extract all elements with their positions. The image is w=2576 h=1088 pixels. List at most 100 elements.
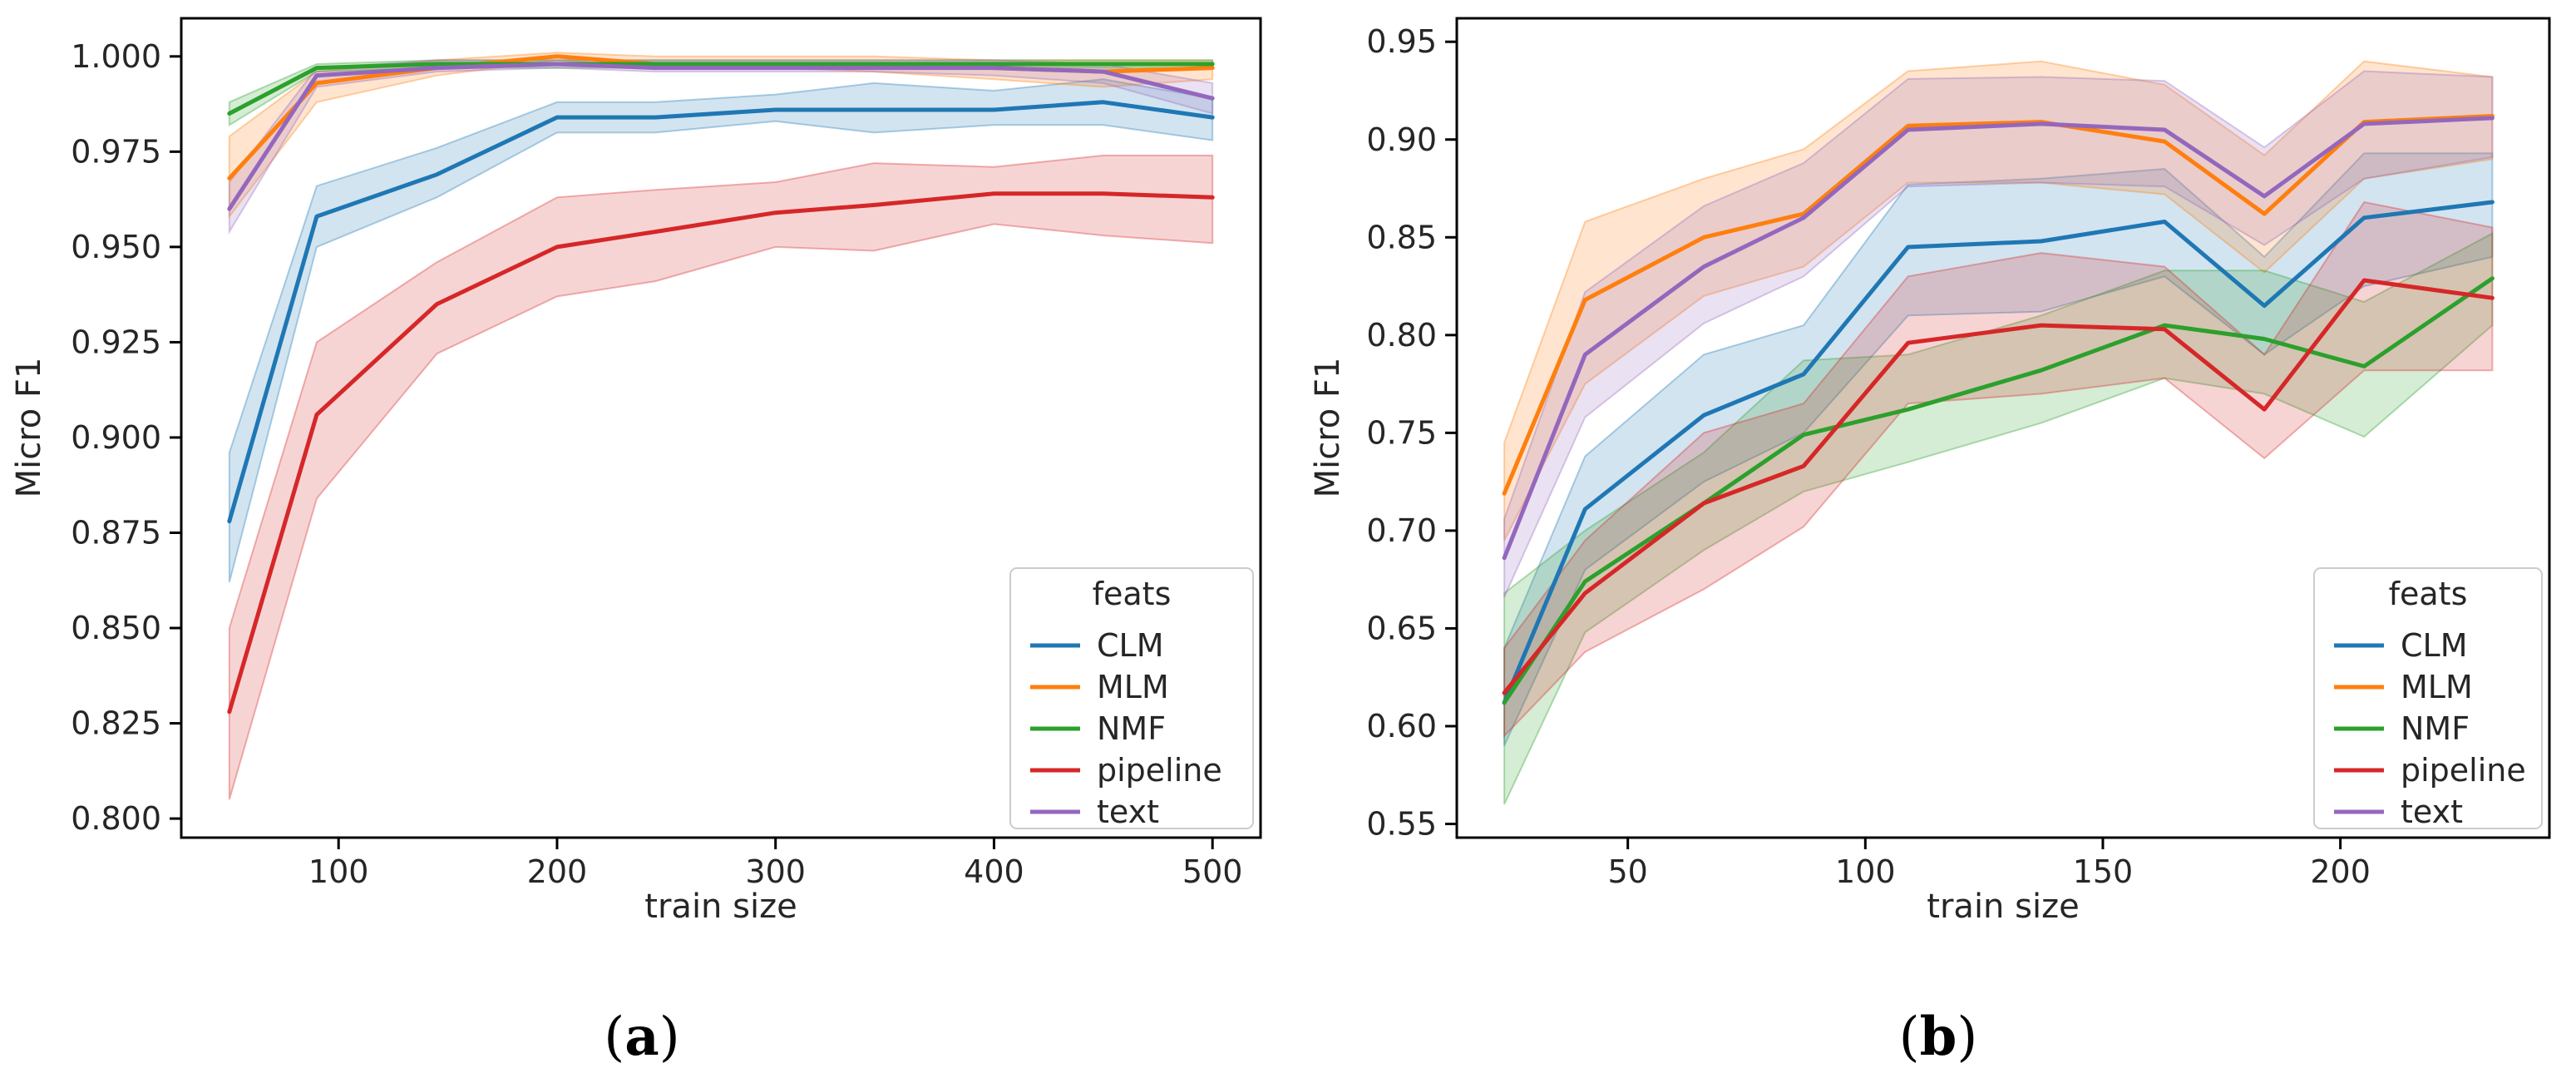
data-point-pipeline [991,191,996,196]
y-tick-label: 0.825 [71,705,161,742]
data-point-clm [991,107,996,112]
series-line-pipeline [227,191,1215,715]
x-tick-label: 50 [1607,853,1647,890]
y-tick-label: 0.65 [1366,610,1437,646]
data-point-pipeline [1582,591,1587,596]
data-point-clm [2361,215,2366,220]
data-point-text [1906,127,1911,132]
x-tick-label: 500 [1182,853,1243,890]
x-axis-ticks: 50 100 150 200 [1607,838,2371,890]
panel-caption: (a) [604,1006,679,1068]
data-point-nmf [1801,433,1806,438]
data-point-pipeline [773,210,778,215]
data-point-text [2361,121,2366,126]
y-tick-label: 0.75 [1366,414,1437,451]
caption-close-paren: ) [659,1006,680,1068]
data-point-mlm [1701,235,1706,240]
data-point-nmf [2490,276,2495,281]
y-tick-label: 0.925 [71,324,161,360]
legend-box [1009,567,1254,829]
series-lines [227,54,1215,715]
data-point-text [871,66,876,71]
y-tick-label: 0.80 [1366,317,1437,354]
series-lines [1502,114,2495,705]
series-line-text [1502,116,2495,561]
y-axis-label: Micro F1 [10,358,48,498]
data-point-nmf [314,66,319,71]
y-axis-label: Micro F1 [1309,358,1347,498]
data-point-pipeline [555,245,560,250]
legend: feats CLM MLM NMF pipeline text [1009,567,1254,830]
data-point-pipeline [653,230,658,235]
data-point-pipeline [1801,463,1806,468]
data-point-nmf [1210,62,1215,67]
series-line-nmf [1502,276,2495,705]
data-point-clm [773,107,778,112]
legend-label-mlm: MLM [2401,669,2473,705]
y-axis-ticks: 0.55 0.60 0.65 0.70 0.75 0.80 0.85 0.90 0.95 [1366,23,1457,843]
data-point-pipeline [1701,501,1706,506]
y-axis-ticks: 0.800 0.825 0.850 0.875 0.900 0.925 0.950 0.975… [71,38,181,837]
data-point-pipeline [434,302,439,307]
data-point-mlm [1582,298,1587,303]
data-point-pipeline [1502,690,1507,695]
data-point-clm [555,115,560,120]
data-point-text [1701,265,1706,270]
data-point-clm [2490,200,2495,205]
y-tick-label: 0.950 [71,229,161,265]
legend-label-mlm: MLM [1097,669,1169,705]
y-tick-label: 0.850 [71,610,161,646]
data-point-nmf [2361,363,2366,368]
data-point-text [555,62,560,67]
series-line-clm [1502,200,2495,705]
data-point-nmf [2262,337,2267,342]
caption-letter: a [624,1006,659,1068]
x-tick-label: 150 [2073,853,2134,890]
data-point-text [991,66,996,71]
y-tick-label: 0.975 [71,133,161,170]
data-point-clm [1801,372,1806,377]
data-point-text [2039,121,2044,126]
data-point-nmf [1502,700,1507,705]
data-point-pipeline [2490,295,2495,300]
data-point-pipeline [2162,327,2167,332]
data-point-text [434,66,439,71]
data-point-text [314,73,319,78]
legend-label-pipeline: pipeline [2401,752,2526,789]
legend-label-nmf: NMF [2401,710,2470,747]
data-point-clm [314,214,319,219]
band-mlm [228,52,1214,220]
caption-letter: b [1920,1006,1957,1068]
y-tick-label: 0.800 [71,800,161,837]
y-tick-label: 0.85 [1366,219,1437,255]
data-point-clm [434,172,439,177]
chart-panel-b: 50 100 150 2000.550.600.650.700.750.800.850… [1309,17,2551,1068]
data-point-text [2490,116,2495,121]
legend-label-clm: CLM [1097,627,1164,664]
data-point-clm [871,107,876,112]
data-point-pipeline [227,710,232,715]
data-point-clm [227,519,232,524]
caption-open-paren: ( [1899,1006,1920,1068]
x-axis-ticks: 100 200 300 400 500 [308,838,1243,890]
data-point-text [2162,127,2167,132]
legend-label-pipeline: pipeline [1097,752,1222,789]
legend-label-text: text [1097,794,1159,830]
data-point-mlm [227,176,232,181]
data-point-clm [653,115,658,120]
data-point-pipeline [2262,407,2267,412]
band-pipeline [1503,200,2494,739]
axes-frame [180,17,1262,839]
data-point-pipeline [314,413,319,418]
data-point-clm [1701,413,1706,418]
data-point-pipeline [2039,323,2044,328]
data-point-text [227,206,232,211]
data-point-nmf [1582,579,1587,584]
data-point-pipeline [871,203,876,208]
chart-panel-a: 100 200 300 400 500 0.800 0.825 0.850 0.875 0.900… [10,17,1262,1068]
y-tick-label: 0.55 [1366,806,1437,843]
data-point-clm [2262,304,2267,309]
y-tick-label: 0.875 [71,514,161,551]
data-point-pipeline [1210,195,1215,200]
